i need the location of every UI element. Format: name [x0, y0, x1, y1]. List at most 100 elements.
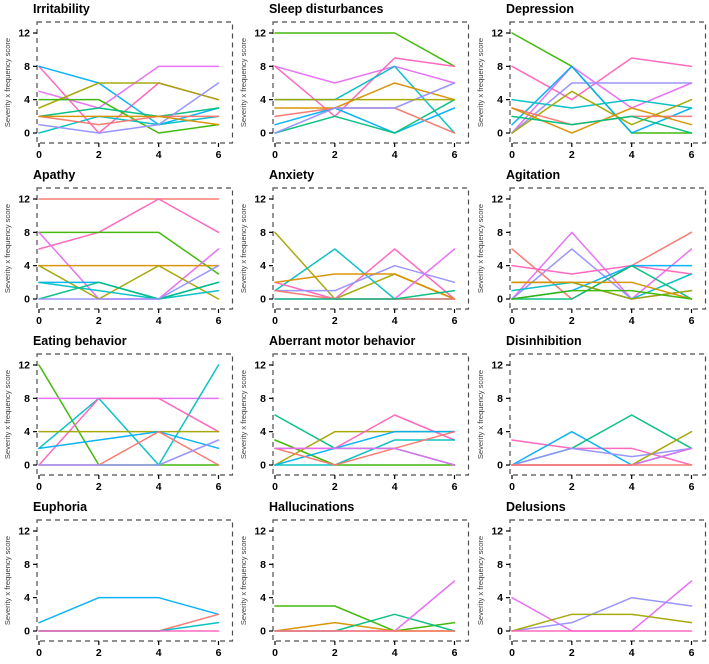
y-tick-label: 12 [491, 29, 503, 40]
panel-sleep-disturbances: Sleep disturbances Severity x frequency s… [236, 0, 472, 166]
plot-delusions: Delusions Severity x frequency score 0 4 8 12… [476, 500, 706, 659]
x-tick-label: 4 [392, 482, 398, 493]
panel-eating-behavior: Eating behavior Severity x frequency scor… [0, 332, 236, 498]
series-line-teal [510, 98, 692, 109]
series-line-greenteal [274, 289, 456, 300]
panel-aberrant-motor-behavior: Aberrant motor behavior Severity x freque… [236, 332, 472, 498]
series-line-green [510, 289, 692, 300]
x-tick-label: 0 [509, 482, 515, 493]
panel-title: Hallucinations [269, 500, 354, 514]
x-tick-label: 0 [509, 316, 515, 327]
y-tick-label: 12 [18, 195, 30, 206]
panel-agitation: Agitation Severity x frequency score 0 4 8 12… [473, 166, 709, 332]
plot-sleep-disturbances: Sleep disturbances Severity x frequency s… [239, 2, 470, 161]
y-tick-label: 4 [260, 593, 266, 604]
plot-border [508, 187, 706, 310]
series-line-blue [274, 107, 456, 134]
y-tick-label: 8 [24, 560, 30, 571]
x-tick-label: 6 [216, 316, 222, 327]
plot-disinhibition: Disinhibition Severity x frequency score 0… [476, 334, 706, 493]
y-axis-label: Severity x frequency score [476, 204, 485, 293]
series-line-orchid [510, 231, 692, 300]
series-line-olive [510, 613, 692, 632]
y-tick-label: 0 [260, 128, 266, 139]
y-tick-label: 4 [260, 427, 266, 438]
y-tick-label: 8 [260, 62, 266, 73]
y-axis-label: Severity x frequency score [239, 204, 248, 293]
y-tick-label: 12 [491, 195, 503, 206]
plot-border [508, 21, 706, 144]
panel-title: Disinhibition [506, 334, 582, 348]
x-tick-label: 0 [509, 150, 515, 161]
x-tick-label: 2 [332, 316, 338, 327]
series-line-periwinkle [510, 82, 692, 134]
y-axis-label: Severity x frequency score [3, 204, 12, 293]
series-line-greenteal [38, 281, 220, 300]
y-tick-label: 0 [24, 460, 30, 471]
y-tick-label: 8 [497, 394, 503, 405]
plot-border [272, 353, 470, 476]
y-tick-label: 4 [497, 261, 503, 272]
x-tick-label: 4 [628, 648, 634, 659]
series-line-salmon [38, 430, 220, 466]
series-line-blue [38, 430, 220, 450]
x-tick-label: 0 [272, 316, 278, 327]
plot-eating-behavior: Eating behavior Severity x frequency scor… [3, 334, 234, 493]
panel-anxiety: Anxiety Severity x frequency score 0 4 8 12 0 2… [236, 166, 472, 332]
series-line-olive [510, 90, 692, 134]
plot-border [272, 21, 470, 144]
y-axis-label: Severity x frequency score [476, 536, 485, 625]
panel-title: Delusions [506, 500, 566, 514]
plot-depression: Depression Severity x frequency score 0 4 8 1… [476, 2, 706, 161]
y-tick-label: 0 [24, 626, 30, 637]
panel-euphoria: Euphoria Severity x frequency score 0 4 8 12 0… [0, 498, 236, 664]
plot-border [508, 353, 706, 476]
plot-border [36, 353, 234, 476]
x-tick-label: 0 [36, 482, 42, 493]
series-line-pink [510, 264, 692, 275]
y-tick-label: 4 [24, 427, 30, 438]
x-tick-label: 0 [36, 150, 42, 161]
y-tick-label: 0 [260, 460, 266, 471]
x-tick-label: 0 [36, 648, 42, 659]
panel-delusions: Delusions Severity x frequency score 0 4 8 12… [473, 498, 709, 664]
x-tick-label: 6 [688, 150, 694, 161]
series-line-teal [38, 621, 220, 632]
y-tick-label: 8 [24, 394, 30, 405]
panel-title: Anxiety [269, 168, 314, 182]
panel-title: Aberrant motor behavior [269, 334, 416, 348]
x-tick-label: 6 [452, 150, 458, 161]
series-line-blue [510, 65, 692, 134]
series-line-orange [274, 82, 456, 109]
x-tick-label: 6 [688, 648, 694, 659]
x-tick-label: 4 [156, 150, 162, 161]
series-line-greenteal [38, 107, 220, 118]
y-tick-label: 0 [497, 128, 503, 139]
y-tick-label: 0 [24, 294, 30, 305]
panel-title: Apathy [33, 168, 75, 182]
x-tick-label: 0 [36, 316, 42, 327]
panel-disinhibition: Disinhibition Severity x frequency score 0… [473, 332, 709, 498]
series-line-pink [38, 198, 220, 250]
plot-border [36, 187, 234, 310]
x-tick-label: 4 [392, 316, 398, 327]
series-line-periwinkle [510, 596, 692, 632]
y-tick-label: 0 [497, 294, 503, 305]
series-line-greenteal [274, 613, 456, 632]
x-tick-label: 4 [628, 316, 634, 327]
y-axis-label: Severity x frequency score [476, 38, 485, 127]
x-tick-label: 2 [96, 648, 102, 659]
y-tick-label: 8 [260, 228, 266, 239]
x-tick-label: 4 [156, 316, 162, 327]
y-tick-label: 8 [497, 62, 503, 73]
series-line-teal [274, 439, 456, 466]
series-line-salmon [274, 430, 456, 466]
y-tick-label: 0 [497, 460, 503, 471]
plot-agitation: Agitation Severity x frequency score 0 4 8 12… [476, 168, 706, 327]
plot-border [36, 21, 234, 144]
x-tick-label: 2 [569, 482, 575, 493]
x-tick-label: 2 [569, 316, 575, 327]
series-line-orchid [510, 65, 692, 134]
series-line-green [274, 605, 456, 632]
series-line-pink [274, 57, 456, 118]
